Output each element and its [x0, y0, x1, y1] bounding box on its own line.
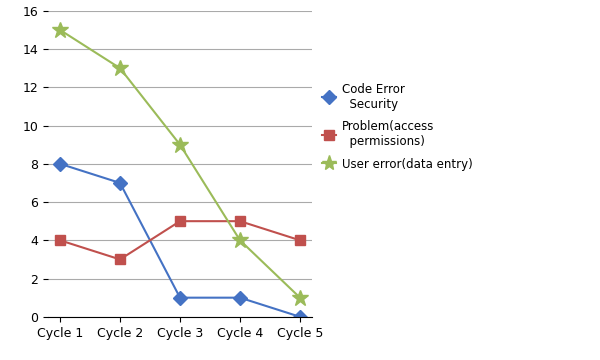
Legend: Code Error
  Security, Problem(access
  permissions), User error(data entry): Code Error Security, Problem(access perm…: [317, 78, 478, 175]
